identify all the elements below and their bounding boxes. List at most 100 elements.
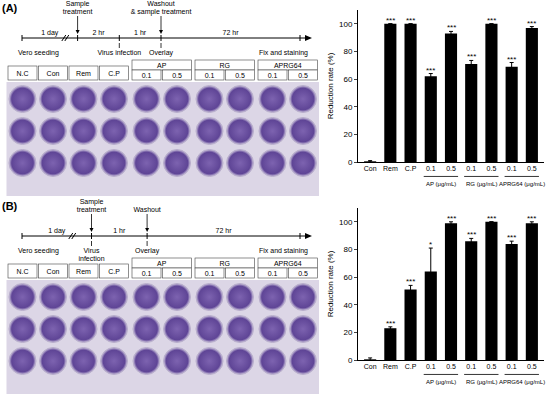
svg-text:C.P: C.P xyxy=(405,165,417,172)
svg-text:Rem: Rem xyxy=(76,268,91,275)
svg-text:20: 20 xyxy=(343,328,352,337)
svg-text:N.C: N.C xyxy=(16,268,28,275)
svg-text:***: *** xyxy=(386,319,395,328)
svg-text:RG (μg/mL): RG (μg/mL) xyxy=(466,379,497,385)
svg-text:AP (μg/mL): AP (μg/mL) xyxy=(426,181,456,187)
svg-text:0.1: 0.1 xyxy=(142,72,152,79)
svg-text:APRG64: APRG64 xyxy=(274,62,302,69)
svg-text:0.5: 0.5 xyxy=(298,72,308,79)
svg-text:Vero seeding: Vero seeding xyxy=(18,247,59,255)
svg-text:0.1: 0.1 xyxy=(466,363,476,370)
svg-text:Washout: Washout xyxy=(133,206,160,213)
svg-text:***: *** xyxy=(527,19,536,28)
svg-text:***: *** xyxy=(447,214,456,223)
svg-text:***: *** xyxy=(467,230,476,239)
svg-text:Rem: Rem xyxy=(76,70,91,77)
svg-text:***: *** xyxy=(467,52,476,61)
svg-text:1 day: 1 day xyxy=(48,227,66,235)
svg-text:RG: RG xyxy=(220,260,231,267)
svg-text:0.1: 0.1 xyxy=(466,165,476,172)
svg-text:C.P: C.P xyxy=(108,268,120,275)
svg-text:1 hr: 1 hr xyxy=(113,227,126,234)
svg-text:100: 100 xyxy=(339,20,353,29)
svg-text:0.5: 0.5 xyxy=(527,363,537,370)
svg-text:Virus: Virus xyxy=(84,247,100,254)
svg-text:RG (μg/mL): RG (μg/mL) xyxy=(466,181,497,187)
svg-text:Con: Con xyxy=(364,363,377,370)
svg-text:***: *** xyxy=(447,23,456,32)
svg-text:***: *** xyxy=(406,277,415,286)
svg-text:(A): (A) xyxy=(2,2,18,14)
svg-text:0.5: 0.5 xyxy=(172,270,182,277)
svg-text:1 day: 1 day xyxy=(41,29,59,37)
svg-text:APRG64: APRG64 xyxy=(274,260,302,267)
svg-text:0.1: 0.1 xyxy=(507,363,517,370)
svg-text:Overlay: Overlay xyxy=(149,49,174,57)
svg-text:infection: infection xyxy=(78,255,104,262)
svg-text:Reduction rate (%): Reduction rate (%) xyxy=(326,250,335,317)
svg-text:0.5: 0.5 xyxy=(487,165,497,172)
svg-text:APRG64 (μg/mL): APRG64 (μg/mL) xyxy=(499,181,545,187)
svg-text:Overlay: Overlay xyxy=(135,247,160,255)
svg-text:Sample: Sample xyxy=(80,198,104,206)
svg-text:& sample treatment: & sample treatment xyxy=(131,8,192,16)
svg-text:100: 100 xyxy=(339,218,353,227)
svg-text:Fix and staining: Fix and staining xyxy=(259,247,308,255)
svg-text:0.1: 0.1 xyxy=(268,72,278,79)
svg-text:40: 40 xyxy=(343,301,352,310)
svg-text:(B): (B) xyxy=(2,200,18,212)
svg-text:72 hr: 72 hr xyxy=(216,227,233,234)
svg-text:72 hr: 72 hr xyxy=(223,29,240,36)
svg-text:***: *** xyxy=(507,233,516,242)
svg-text:AP: AP xyxy=(157,62,167,69)
svg-text:0.1: 0.1 xyxy=(205,72,215,79)
svg-text:Fix and staining: Fix and staining xyxy=(259,49,308,57)
svg-text:AP: AP xyxy=(157,260,167,267)
svg-text:0: 0 xyxy=(348,158,353,167)
svg-text:Con: Con xyxy=(47,70,60,77)
svg-text:Con: Con xyxy=(47,268,60,275)
svg-text:Rem: Rem xyxy=(383,165,398,172)
svg-text:***: *** xyxy=(386,16,395,25)
svg-text:0.5: 0.5 xyxy=(446,165,456,172)
svg-text:60: 60 xyxy=(343,75,352,84)
svg-text:Reduction rate (%): Reduction rate (%) xyxy=(326,52,335,119)
svg-text:RG: RG xyxy=(220,62,231,69)
svg-text:APRG64 (μg/mL): APRG64 (μg/mL) xyxy=(499,379,545,385)
svg-text:80: 80 xyxy=(343,245,352,254)
svg-text:0.5: 0.5 xyxy=(446,363,456,370)
svg-text:0.1: 0.1 xyxy=(268,270,278,277)
svg-text:0.1: 0.1 xyxy=(507,165,517,172)
svg-text:0.5: 0.5 xyxy=(487,363,497,370)
svg-text:***: *** xyxy=(426,66,435,75)
svg-text:***: *** xyxy=(527,214,536,223)
svg-text:0: 0 xyxy=(348,356,353,365)
svg-text:***: *** xyxy=(487,214,496,223)
svg-text:Washout: Washout xyxy=(147,0,174,7)
svg-text:Virus infection: Virus infection xyxy=(97,49,141,56)
svg-text:Sample: Sample xyxy=(66,0,90,8)
svg-text:Rem: Rem xyxy=(383,363,398,370)
svg-text:0.1: 0.1 xyxy=(142,270,152,277)
svg-text:***: *** xyxy=(507,55,516,64)
svg-text:1 hr: 1 hr xyxy=(134,29,147,36)
svg-text:0.5: 0.5 xyxy=(235,270,245,277)
svg-text:20: 20 xyxy=(343,130,352,139)
svg-text:60: 60 xyxy=(343,273,352,282)
svg-text:80: 80 xyxy=(343,47,352,56)
svg-text:treatment: treatment xyxy=(77,206,107,213)
svg-text:0.1: 0.1 xyxy=(426,165,436,172)
svg-text:Con: Con xyxy=(364,165,377,172)
svg-text:0.5: 0.5 xyxy=(172,72,182,79)
svg-text:treatment: treatment xyxy=(63,8,93,15)
svg-text:0.5: 0.5 xyxy=(235,72,245,79)
svg-text:2 hr: 2 hr xyxy=(92,29,105,36)
svg-text:0.5: 0.5 xyxy=(527,165,537,172)
svg-text:N.C: N.C xyxy=(16,70,28,77)
svg-text:C.P: C.P xyxy=(405,363,417,370)
svg-text:0.5: 0.5 xyxy=(298,270,308,277)
svg-text:40: 40 xyxy=(343,103,352,112)
svg-text:Vero seeding: Vero seeding xyxy=(18,49,59,57)
svg-text:*: * xyxy=(429,240,432,249)
svg-text:AP (μg/mL): AP (μg/mL) xyxy=(426,379,456,385)
